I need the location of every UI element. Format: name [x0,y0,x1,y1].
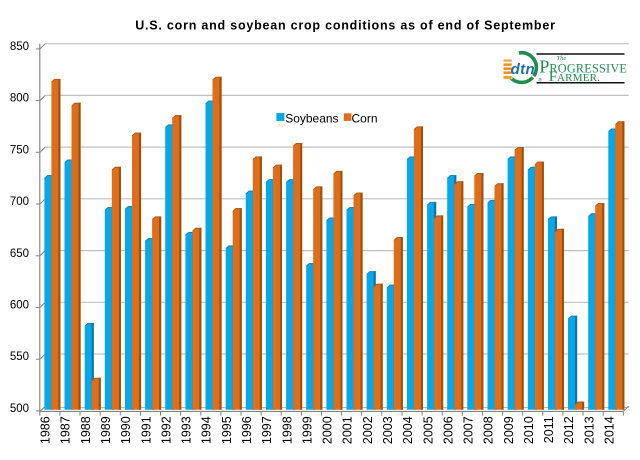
svg-text:Soybeans: Soybeans [285,111,338,125]
svg-text:1998: 1998 [280,416,294,444]
svg-text:850: 850 [10,41,29,53]
svg-text:U.S. corn and soybean crop con: U.S. corn and soybean crop conditions as… [135,19,555,33]
svg-text:Corn: Corn [352,111,378,125]
svg-text:PROGRESSIVE: PROGRESSIVE [539,57,627,77]
svg-text:650: 650 [10,248,29,260]
svg-text:500: 500 [10,403,29,415]
svg-text:2001: 2001 [341,416,355,444]
svg-text:600: 600 [10,300,29,312]
svg-text:1990: 1990 [119,416,133,444]
svg-text:1992: 1992 [159,416,173,444]
svg-text:FARMER.: FARMER. [549,69,600,85]
svg-text:700: 700 [10,196,29,208]
svg-text:1993: 1993 [180,416,194,444]
svg-text:800: 800 [10,93,29,105]
svg-text:1995: 1995 [220,416,234,444]
svg-text:2010: 2010 [522,416,536,444]
svg-text:2012: 2012 [562,416,576,444]
svg-text:2000: 2000 [321,416,335,444]
svg-text:2005: 2005 [421,416,435,444]
svg-text:2011: 2011 [542,416,556,443]
svg-text:2004: 2004 [401,416,415,444]
svg-text:900: 900 [10,0,29,1]
svg-text:2013: 2013 [582,416,596,444]
svg-text:2003: 2003 [381,416,395,444]
svg-text:1987: 1987 [59,416,73,444]
svg-text:2006: 2006 [441,416,455,444]
svg-text:1997: 1997 [260,416,274,444]
svg-text:750: 750 [10,144,29,156]
svg-text:2014: 2014 [603,416,617,444]
svg-text:2007: 2007 [462,416,476,444]
svg-text:1991: 1991 [139,416,153,444]
svg-text:1986: 1986 [39,416,53,444]
svg-text:1994: 1994 [200,416,214,444]
svg-text:1996: 1996 [240,416,254,444]
svg-text:The: The [557,55,567,62]
svg-text:dtn: dtn [511,61,535,78]
svg-text:®: ® [539,77,543,83]
svg-text:2008: 2008 [482,416,496,444]
svg-text:2009: 2009 [502,416,516,444]
svg-text:1999: 1999 [300,416,314,444]
svg-text:2002: 2002 [361,416,375,444]
svg-text:1989: 1989 [99,416,113,444]
svg-text:1988: 1988 [79,416,93,444]
svg-text:550: 550 [10,351,29,363]
